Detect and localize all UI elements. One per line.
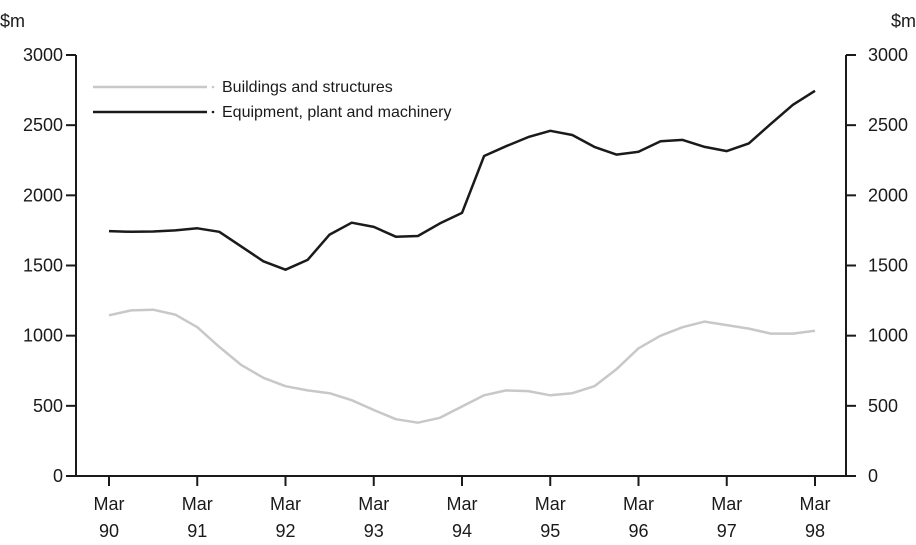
x-tick-label-year: 97 [717,521,737,541]
series-line-buildings [108,308,816,424]
right-tick-label: 0 [868,466,878,486]
x-tick-label-year: 92 [275,521,295,541]
right-tick-label: 3000 [868,45,908,65]
right-tick-label: 2500 [868,115,908,135]
right-axis: 0 500 1000 1500 2000 2500 3000 [845,45,908,486]
x-tick-label-year: 98 [805,521,825,541]
x-tick-label-month: Mar [535,494,566,514]
x-tick-label-month: Mar [358,494,389,514]
left-tick-label: 1500 [23,256,63,276]
x-tick-label-month: Mar [711,494,742,514]
legend-dot [211,85,215,89]
series-line-equipment [108,89,816,271]
right-tick-label: 2000 [868,185,908,205]
legend-label-equipment: Equipment, plant and machinery [222,104,451,121]
right-tick-label: 500 [868,396,898,416]
x-tick-label-month: Mar [270,494,301,514]
legend-label-buildings: Buildings and structures [222,79,393,96]
right-tick-label: 1000 [868,326,908,346]
series-lines [108,89,816,424]
right-tick-label: 1500 [868,256,908,276]
left-tick-label: 3000 [23,45,63,65]
x-tick-label-year: 95 [540,521,560,541]
right-axis-unit: $m [891,11,916,31]
x-tick-label-year: 96 [628,521,648,541]
x-tick-label-month: Mar [623,494,654,514]
left-tick-label: 2000 [23,185,63,205]
x-tick-label-month: Mar [182,494,213,514]
left-tick-label: 0 [53,466,63,486]
left-axis-unit: $m [0,11,25,31]
legend: Buildings and structures Equipment, plant… [93,79,451,121]
left-tick-label: 1000 [23,326,63,346]
left-axis: 0 500 1000 1500 2000 2500 3000 [23,45,77,486]
left-tick-label: 500 [33,396,63,416]
x-tick-label-month: Mar [447,494,478,514]
x-tick-label-year: 93 [364,521,384,541]
legend-dot [211,110,215,114]
x-tick-label-month: Mar [800,494,831,514]
x-tick-label-year: 91 [187,521,207,541]
x-tick-label-year: 90 [99,521,119,541]
x-tick-label-year: 94 [452,521,472,541]
x-axis: Mar 90 Mar 91 Mar 92 Mar 93 Mar 94 Mar 95 Mar 96 Mar 97… [76,475,846,541]
left-tick-label: 2500 [23,115,63,135]
x-tick-label-month: Mar [94,494,125,514]
